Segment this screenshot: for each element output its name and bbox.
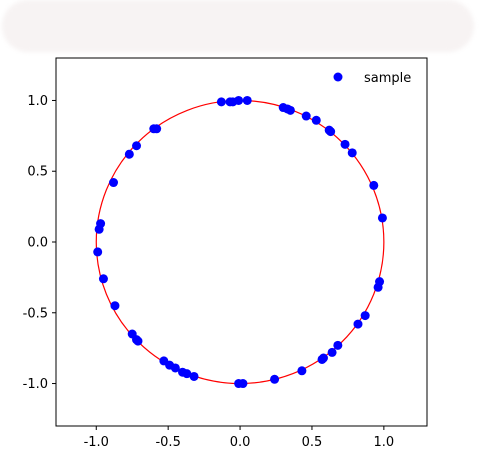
- data-point: [301, 111, 311, 121]
- y-tick-label: 1.0: [27, 94, 48, 109]
- data-point: [242, 95, 252, 105]
- data-point: [333, 340, 343, 350]
- data-point: [326, 127, 336, 137]
- legend: sample: [333, 71, 411, 86]
- legend-label-sample: sample: [364, 71, 411, 86]
- data-point: [189, 371, 199, 381]
- y-tick-label: -0.5: [23, 306, 48, 321]
- data-point: [377, 213, 387, 223]
- data-point: [311, 115, 321, 125]
- plot-area-frame: [55, 57, 428, 427]
- data-point: [159, 356, 169, 366]
- data-point: [98, 274, 108, 284]
- data-point: [327, 347, 337, 357]
- y-tick-label: 0.5: [27, 165, 48, 180]
- data-point: [373, 282, 383, 292]
- scatter-points-layer: [93, 95, 387, 389]
- data-point: [285, 105, 295, 115]
- data-point: [124, 149, 134, 159]
- x-tick-label: 1.0: [374, 435, 395, 450]
- data-point: [317, 354, 327, 364]
- data-point: [360, 311, 370, 321]
- data-point: [340, 139, 350, 149]
- data-point: [110, 301, 120, 311]
- blurred-title-area: [2, 0, 474, 52]
- x-tick-label: 0.0: [230, 435, 251, 450]
- y-tick-label: -1.0: [23, 377, 48, 392]
- legend-marker-sample: [333, 72, 343, 82]
- data-point: [216, 97, 226, 107]
- data-point: [109, 178, 119, 188]
- x-axis-ticks: -1.0 -0.5 0.0 0.5 1.0: [84, 426, 395, 450]
- data-point: [93, 247, 103, 257]
- data-point: [234, 95, 244, 105]
- data-point: [234, 379, 244, 389]
- x-tick-label: -0.5: [155, 435, 180, 450]
- data-point: [270, 374, 280, 384]
- data-point: [369, 180, 379, 190]
- y-axis-ticks: 1.0 0.5 0.0 -0.5 -1.0: [23, 94, 56, 392]
- data-point: [353, 319, 363, 329]
- data-point: [132, 141, 142, 151]
- x-tick-label: -1.0: [84, 435, 109, 450]
- data-point: [297, 366, 307, 376]
- data-point: [96, 219, 106, 229]
- data-point: [347, 148, 357, 158]
- data-point: [127, 329, 137, 339]
- data-point: [149, 124, 159, 134]
- y-tick-label: 0.0: [27, 236, 48, 251]
- data-point: [178, 367, 188, 377]
- x-tick-label: 0.5: [302, 435, 323, 450]
